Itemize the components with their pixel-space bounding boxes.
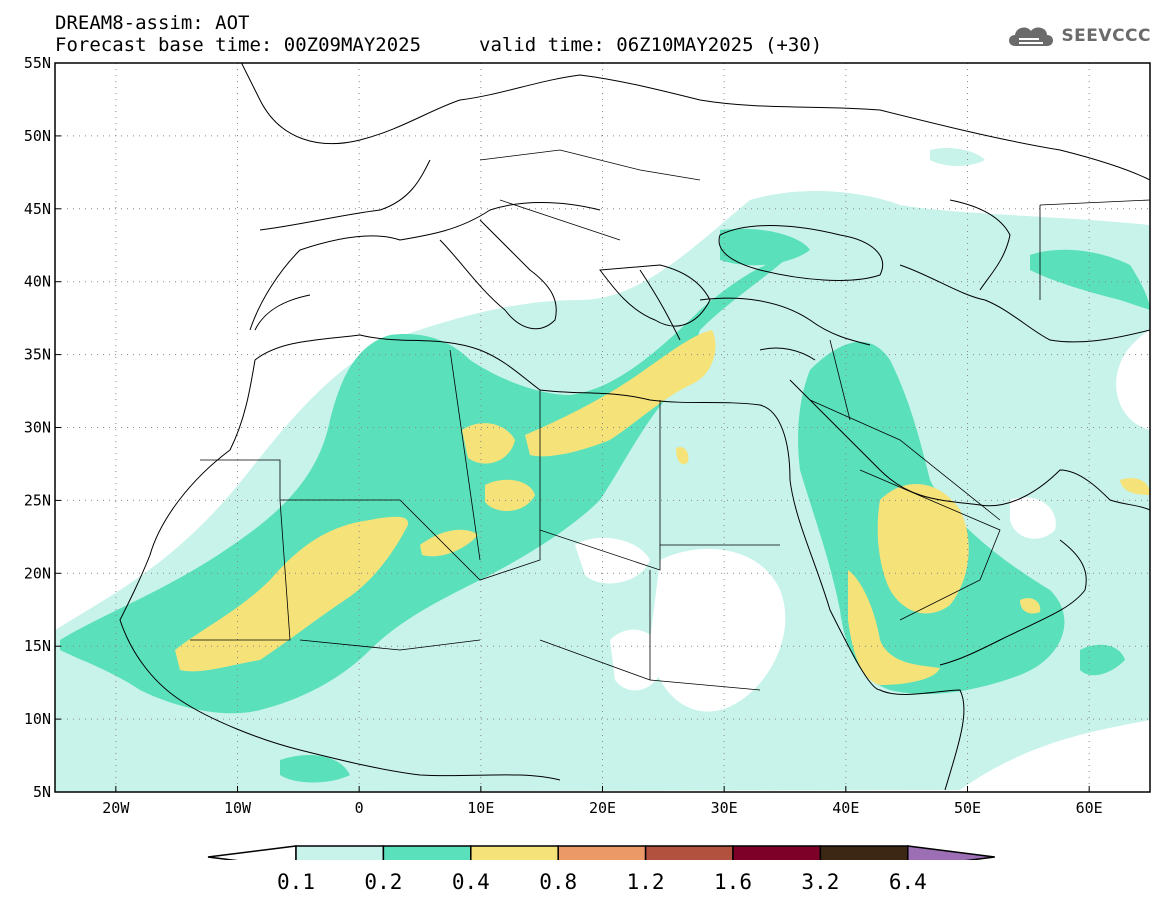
logo-text: SEEVCCC [1061, 26, 1151, 46]
map-title: DREAM8-assim: AOT [55, 12, 250, 34]
valid-time: valid time: 06Z10MAY2025 (+30) [479, 34, 823, 56]
colorbar-swatch [295, 845, 385, 860]
colorbar-swatch [644, 845, 734, 860]
lat-label: 40N [24, 273, 51, 291]
lon-label: 10W [224, 799, 252, 817]
cloud-icon [1009, 27, 1054, 46]
lat-label: 10N [24, 710, 51, 728]
seevccc-logo: SEEVCCC [1005, 22, 1151, 50]
gridlines [55, 63, 1150, 792]
latitude-labels: 55N 50N 45N 40N 35N 30N 25N 20N 15N 10N 5N [24, 54, 51, 801]
colorbar-swatch [382, 845, 472, 860]
colorbar-level-label: 6.4 [888, 870, 927, 894]
aot-map: 55N 50N 45N 40N 35N 30N 25N 20N 15N 10N 5N 20W 10W 0… [24, 54, 1151, 860]
lon-label: 20E [589, 799, 616, 817]
lon-label: 60E [1076, 799, 1103, 817]
colorbar-level-label: 1.2 [626, 870, 665, 894]
lat-label: 45N [24, 200, 51, 218]
colorbar-swatch [819, 845, 909, 860]
colorbar-level-label: 0.4 [451, 870, 490, 894]
lat-label: 50N [24, 127, 51, 145]
colorbar-level-label: 3.2 [801, 870, 840, 894]
lat-label: 55N [24, 54, 51, 72]
colorbar-level-label: 0.2 [364, 870, 403, 894]
aot-field [55, 63, 1150, 792]
lat-label: 20N [24, 564, 51, 582]
forecast-base-time: Forecast base time: 00Z09MAY2025 valid ti… [55, 34, 822, 56]
aot-band-0.4-0.8 [175, 330, 1150, 685]
lon-label: 40E [832, 799, 859, 817]
colorbar-under-triangle [207, 845, 297, 860]
lon-label: 10E [467, 799, 494, 817]
lat-label: 5N [33, 783, 51, 801]
colorbar-swatch [557, 845, 647, 860]
lat-label: 25N [24, 491, 51, 509]
lon-label: 0 [355, 799, 364, 817]
colorbar-over-triangle [907, 845, 995, 860]
colorbar-swatch [732, 845, 822, 860]
lat-label: 35N [24, 346, 51, 364]
lat-label: 15N [24, 637, 51, 655]
lon-label: 50E [954, 799, 981, 817]
colorbar-level-label: 0.1 [277, 870, 315, 894]
lon-label: 20W [102, 799, 130, 817]
colorbar-swatch [470, 845, 559, 860]
lat-label: 30N [24, 419, 51, 437]
base-time-text: Forecast base time: 00Z09MAY2025 [55, 34, 422, 56]
lon-label: 30E [711, 799, 738, 817]
colorbar-level-label: 1.6 [714, 870, 752, 894]
colorbar-level-label: 0.8 [539, 870, 578, 894]
coastlines [119, 63, 1150, 791]
colorbar [207, 845, 995, 860]
country-borders [190, 149, 1150, 691]
longitude-labels: 20W 10W 0 10E 20E 30E 40E 50E 60E [102, 799, 1102, 817]
axis-ticks [55, 62, 1090, 793]
